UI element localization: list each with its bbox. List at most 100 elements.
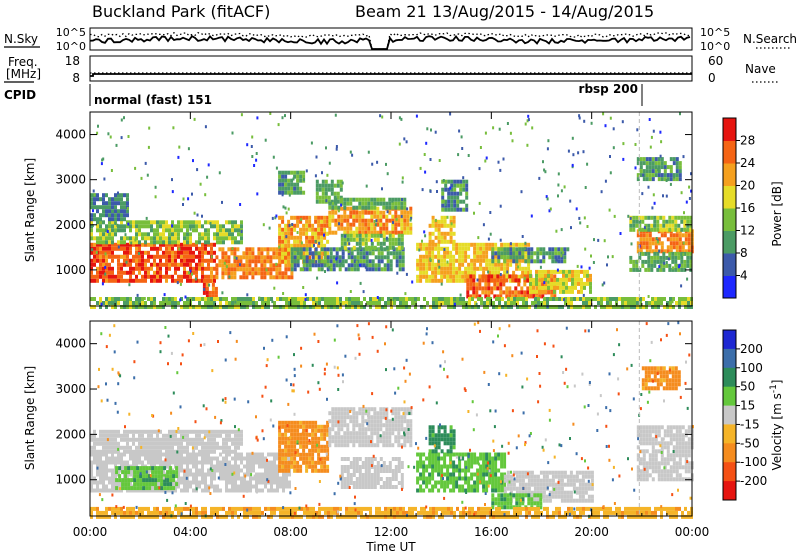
heatmap-cell: [195, 246, 198, 251]
heatmap-cell: [408, 297, 411, 301]
heatmap-cell: [314, 420, 318, 425]
heatmap-noise: [300, 218, 303, 222]
heatmap-cell: [105, 488, 108, 493]
heatmap-cell: [150, 456, 153, 461]
heatmap-cell: [296, 235, 300, 240]
heatmap-cell: [431, 278, 435, 283]
heatmap-cell: [549, 297, 552, 301]
heatmap-cell: [245, 247, 249, 252]
heatmap-cell: [355, 423, 359, 428]
heatmap-cell: [135, 220, 138, 225]
heatmap-noise: [511, 139, 514, 143]
heatmap-cell: [189, 262, 192, 267]
heatmap-cell: [409, 222, 413, 227]
nsearch-tick-top: 10^5: [700, 26, 730, 39]
heatmap-cell: [379, 210, 383, 215]
heatmap-cell: [515, 255, 519, 260]
heatmap-cell: [228, 433, 231, 438]
heatmap-cell: [529, 294, 533, 299]
heatmap-cell: [311, 259, 315, 264]
heatmap-cell: [328, 439, 332, 444]
heatmap-cell: [639, 237, 643, 242]
heatmap-cell: [227, 271, 231, 276]
heatmap-cell: [337, 226, 341, 231]
heatmap-cell: [114, 445, 117, 450]
heatmap-cell: [278, 420, 282, 425]
heatmap-cell: [683, 223, 687, 228]
heatmap-cell: [400, 230, 404, 235]
heatmap-cell: [234, 429, 237, 434]
heatmap-cell: [96, 242, 99, 247]
heatmap-cell: [305, 255, 309, 260]
heatmap-cell: [355, 210, 359, 215]
heatmap-cell: [105, 254, 108, 259]
heatmap-cell: [331, 218, 335, 223]
heatmap-cell: [108, 460, 111, 465]
heatmap-cell: [135, 452, 138, 457]
heatmap-noise: [253, 164, 256, 167]
heatmap-cell: [117, 274, 120, 279]
heatmap-cell: [249, 297, 252, 301]
heatmap-cell: [272, 267, 276, 272]
heatmap-cell: [221, 259, 225, 264]
heatmap-cell: [334, 230, 338, 235]
heatmap-cell: [308, 440, 312, 445]
heatmap-cell: [129, 274, 132, 279]
heatmap-cell: [267, 452, 270, 457]
heatmap-cell: [285, 472, 288, 477]
heatmap-cell: [171, 220, 174, 225]
heatmap-cell: [150, 262, 153, 267]
heatmap-cell: [177, 468, 180, 473]
heatmap-cell: [198, 266, 201, 271]
heatmap-noise: [557, 183, 560, 187]
heatmap-cell: [129, 305, 132, 309]
heatmap-cell: [195, 254, 198, 259]
heatmap-cell: [345, 301, 348, 305]
heatmap-cell: [520, 286, 524, 291]
heatmap-cell: [597, 297, 600, 301]
heatmap-cell: [171, 254, 174, 259]
heatmap-cell: [282, 297, 285, 301]
heatmap-cell: [455, 278, 459, 283]
heatmap-cell: [343, 419, 347, 424]
heatmap-noise: [278, 245, 281, 249]
heatmap-cell: [385, 237, 389, 242]
heatmap-cell: [281, 251, 285, 256]
heatmap-cell: [340, 206, 344, 211]
heatmap-cell: [668, 251, 672, 256]
heatmap-cell: [403, 230, 407, 235]
heatmap-cell: [93, 201, 96, 206]
heatmap-cell: [660, 173, 664, 178]
heatmap-cell: [441, 207, 445, 212]
heatmap-noise: [607, 255, 609, 259]
heatmap-cell: [126, 433, 129, 438]
heatmap-cell: [281, 271, 285, 276]
heatmap-cell: [368, 259, 372, 264]
heatmap-cell: [108, 242, 111, 247]
heatmap-cell: [364, 230, 368, 235]
heatmap-cell: [133, 474, 137, 479]
heatmap-cell: [515, 247, 519, 252]
heatmap-cell: [568, 285, 571, 290]
heatmap-cell: [138, 305, 141, 309]
heatmap-cell: [500, 266, 504, 271]
heatmap-cell: [126, 449, 129, 454]
heatmap-cell: [391, 230, 395, 235]
heatmap-cell: [382, 205, 386, 210]
heatmap-cell: [287, 231, 291, 236]
heatmap-cell: [141, 236, 144, 241]
heatmap-noise: [123, 116, 125, 120]
heatmap-cell: [151, 470, 155, 475]
heatmap-cell: [105, 472, 108, 477]
heatmap-cell: [135, 460, 138, 465]
heatmap-cell: [305, 432, 309, 437]
heatmap-cell: [365, 251, 369, 256]
heatmap-cell: [189, 460, 192, 465]
heatmap-cell: [159, 266, 162, 271]
heatmap-cell: [219, 445, 222, 450]
heatmap-cell: [343, 443, 347, 448]
heatmap-cell: [320, 215, 324, 220]
heatmap-cell: [237, 456, 240, 461]
heatmap-cell: [284, 186, 288, 191]
heatmap-cell: [645, 177, 649, 182]
